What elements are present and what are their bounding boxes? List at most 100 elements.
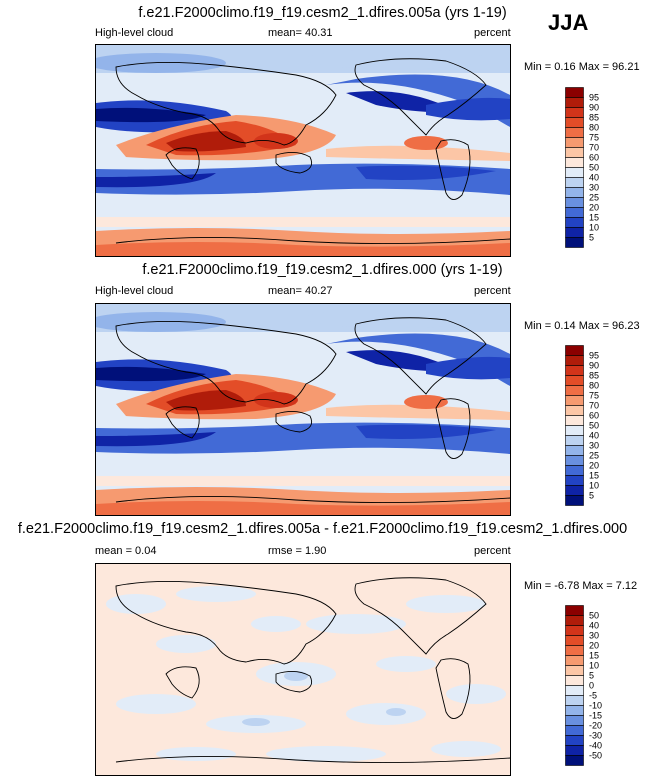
colorbar-swatch [565,97,584,108]
cloud-contour [426,97,510,121]
colorbar-swatch [565,345,584,356]
diff-contour [306,614,406,634]
colorbar-tick-label: 40 [589,431,599,441]
cloud-contour [326,74,510,127]
colorbar-tick-label: 70 [589,401,599,411]
panel2-variable-label: High-level cloud [95,285,174,297]
colorbar-swatch [565,227,584,238]
colorbar-tick-label: -10 [589,701,602,711]
cloud-contour [326,333,510,386]
colorbar-swatch [565,177,584,188]
diff-contour [406,595,486,613]
colorbar-tick-label: 95 [589,351,599,361]
panel3-title: f.e21.F2000climo.f19_f19.cesm2_1.dfires.… [17,521,628,537]
colorbar-swatch [565,705,584,716]
panel2-colorbar: 95 90 85 80 75 70 60 50 40 30 25 20 15 10 5 [565,345,615,507]
colorbar-tick-label: 10 [589,223,599,233]
diff-contour [156,635,216,653]
colorbar-swatch [565,197,584,208]
colorbar-tick-label: -5 [589,691,597,701]
diff-contour [251,616,301,632]
panel2-units-label: percent [474,285,511,297]
panel1-units-label: percent [474,27,511,39]
colorbar-tick-label: 25 [589,451,599,461]
colorbar-swatch [565,675,584,686]
colorbar-tick-label: 30 [589,631,599,641]
colorbar-swatch [565,745,584,756]
colorbar-tick-label: -50 [589,751,602,761]
colorbar-swatch [565,715,584,726]
colorbar-tick-label: 15 [589,651,599,661]
colorbar-tick-label: 90 [589,361,599,371]
panel1-map [95,44,511,257]
colorbar-swatch [565,127,584,138]
colorbar-swatch [565,365,584,376]
colorbar-tick-label: 30 [589,441,599,451]
colorbar-tick-label: 85 [589,371,599,381]
cloud-contour [96,242,510,256]
coastline [115,580,337,665]
colorbar-tick-label: 90 [589,103,599,113]
cloud-contour [166,131,246,152]
colorbar-tick-label: 40 [589,621,599,631]
colorbar-swatch [565,465,584,476]
colorbar-tick-label: 50 [589,611,599,621]
colorbar-tick-label: 25 [589,193,599,203]
panel3-map [95,563,511,776]
cloud-contour [404,136,448,150]
colorbar-tick-label: 20 [589,203,599,213]
colorbar-swatch [565,495,584,506]
colorbar-swatch [565,415,584,426]
coastline [165,147,200,180]
colorbar-swatch [565,685,584,696]
colorbar-tick-label: 15 [589,213,599,223]
cloud-contour [404,395,448,409]
colorbar-tick-label: -30 [589,731,602,741]
colorbar-swatch [565,147,584,158]
diff-contour [284,671,308,681]
colorbar-swatch [565,355,584,366]
colorbar-swatch [565,425,584,436]
colorbar-tick-label: -15 [589,711,602,721]
colorbar-tick-label: 20 [589,641,599,651]
colorbar-tick-label: 15 [589,471,599,481]
panel3-minmax-label: Min = -6.78 Max = 7.12 [524,580,638,592]
coastline [165,406,200,439]
colorbar-swatch [565,735,584,746]
diff-contour [266,746,386,762]
colorbar-tick-label: 30 [589,183,599,193]
colorbar-swatch [565,405,584,416]
colorbar-swatch [565,605,584,616]
colorbar-swatch [565,117,584,128]
colorbar-tick-label: -40 [589,741,602,751]
colorbar-swatch [565,385,584,396]
coastline [354,577,487,655]
cloud-contour [326,404,510,420]
colorbar-swatch [565,635,584,646]
coastline [435,658,471,719]
diff-contour [346,703,426,725]
colorbar-tick-label: 40 [589,173,599,183]
cloud-contour [96,217,510,227]
colorbar-swatch [565,237,584,248]
colorbar-swatch [565,725,584,736]
colorbar-tick-label: 60 [589,153,599,163]
cloud-contour [96,501,510,515]
colorbar-swatch [565,207,584,218]
colorbar-swatch [565,695,584,706]
panel1-minmax-label: Min = 0.16 Max = 96.21 [524,61,640,73]
colorbar-swatch [565,187,584,198]
colorbar-swatch [565,395,584,406]
colorbar-tick-label: 20 [589,461,599,471]
colorbar-swatch [565,645,584,656]
cloud-contour [356,424,496,439]
colorbar-swatch [565,455,584,466]
colorbar-swatch [565,435,584,446]
colorbar-swatch [565,655,584,666]
colorbar-tick-label: 60 [589,411,599,421]
colorbar-swatch [565,137,584,148]
panel1-colorbar: 95 90 85 80 75 70 60 50 40 30 25 20 15 10 5 [565,87,615,249]
diff-contour [446,684,506,704]
panel2-minmax-label: Min = 0.14 Max = 96.23 [524,320,640,332]
coastline [115,495,510,504]
